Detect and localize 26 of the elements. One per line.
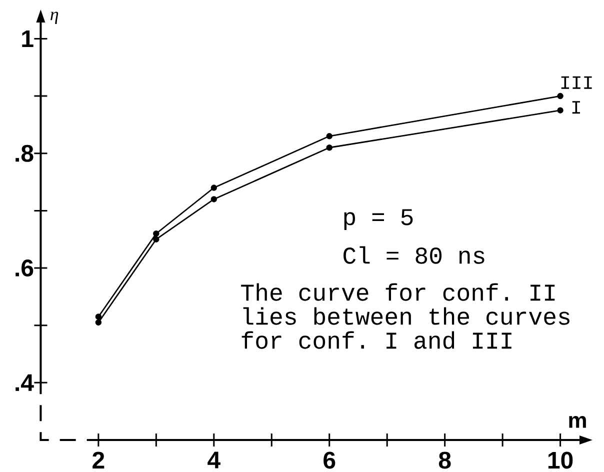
x-tick-label: 2 [92,452,104,468]
point [95,319,102,326]
annotation: p = 5 [344,209,413,230]
point [153,230,160,237]
x-tick-label: 4 [208,452,220,468]
series-label: I [572,101,580,114]
y-tick-label: 1 [22,30,34,47]
point [557,92,564,100]
point [557,107,564,114]
y-axis-title: η [50,12,58,24]
x-tick-label: 8 [438,452,451,469]
y-tick-label: .8 [16,144,34,162]
point [210,184,217,191]
x-tick-label: 10 [548,452,573,469]
series-label: III [561,76,592,89]
point [210,196,217,202]
point [95,314,102,320]
x-tick-label: 6 [324,452,336,469]
annotation: Cl = 80 ns [344,246,484,264]
x-axis-title: m [569,416,586,428]
y-tick-label: .4 [16,374,34,391]
y-tick-label: .6 [16,260,34,277]
point [326,144,332,151]
point [153,236,160,242]
annotation: The curve for conf. II lies between the curves for conf. I and III [241,283,570,349]
point [326,133,332,140]
